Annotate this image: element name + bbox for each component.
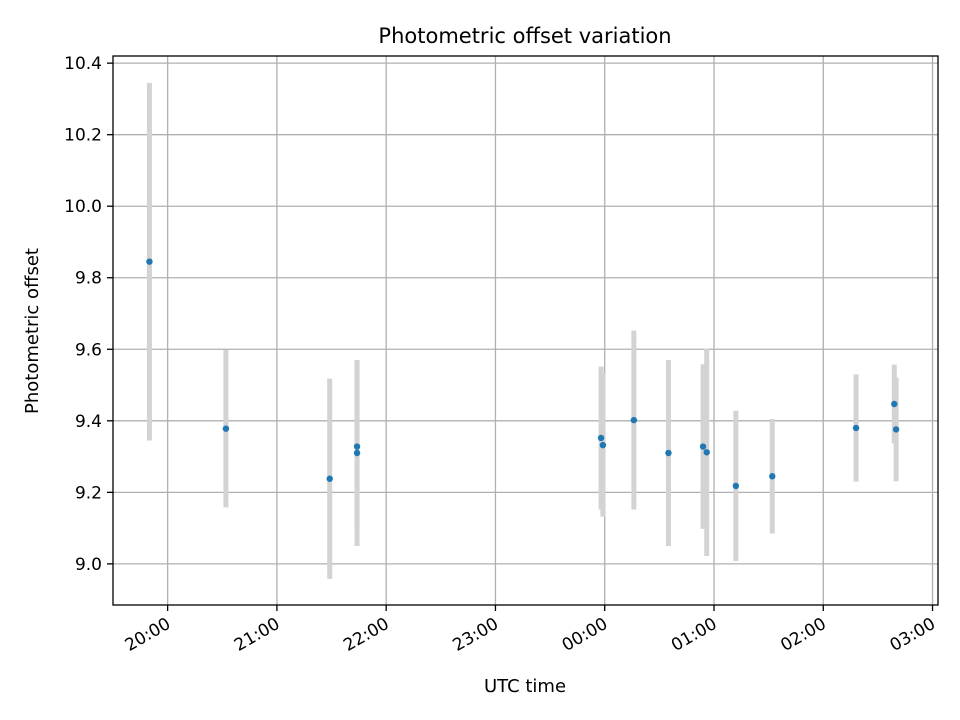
data-points xyxy=(146,258,900,490)
x-tick-label: 21:00 xyxy=(231,614,283,656)
y-tick-label: 9.4 xyxy=(75,412,102,432)
y-tick-label: 9.0 xyxy=(75,555,102,575)
x-tick-label: 01:00 xyxy=(668,614,720,656)
grid xyxy=(113,56,938,605)
data-point xyxy=(630,416,638,424)
x-tick-label: 02:00 xyxy=(777,614,829,656)
y-tick-label: 10.2 xyxy=(64,126,102,146)
y-tick-label: 10.0 xyxy=(64,197,102,217)
data-point xyxy=(732,482,740,490)
error-bars xyxy=(146,82,899,579)
x-tick-label: 03:00 xyxy=(887,614,939,656)
data-point xyxy=(852,424,860,432)
x-axis-ticks: 20:00 21:00 22:00 23:00 00:00 01:00 02:00 03:00 xyxy=(122,605,939,656)
data-point xyxy=(599,441,607,449)
x-tick-label: 00:00 xyxy=(559,614,611,656)
data-point xyxy=(146,258,153,265)
y-tick-label: 9.8 xyxy=(75,269,102,289)
y-axis-label: Photometric offset xyxy=(22,248,43,414)
x-axis-label: UTC time xyxy=(484,676,566,697)
data-point xyxy=(769,473,776,480)
data-point xyxy=(353,443,361,450)
data-point xyxy=(597,434,605,442)
data-point xyxy=(891,400,898,408)
data-point xyxy=(703,449,710,456)
chart-title: Photometric offset variation xyxy=(378,24,671,48)
x-tick-label: 20:00 xyxy=(122,614,174,656)
y-tick-label: 10.4 xyxy=(64,54,102,74)
x-tick-label: 22:00 xyxy=(340,614,392,656)
y-axis-ticks: 9.0 9.2 9.4 9.6 9.8 10.0 10.2 10.4 xyxy=(64,54,113,575)
plot-frame xyxy=(112,55,939,606)
x-tick-label: 23:00 xyxy=(450,614,502,656)
y-tick-label: 9.6 xyxy=(75,340,102,360)
data-point xyxy=(326,475,333,482)
data-point xyxy=(222,425,230,432)
data-point xyxy=(353,449,361,457)
data-point xyxy=(699,443,707,450)
y-tick-label: 9.2 xyxy=(75,483,102,503)
data-point xyxy=(892,426,900,433)
data-point xyxy=(665,449,672,457)
